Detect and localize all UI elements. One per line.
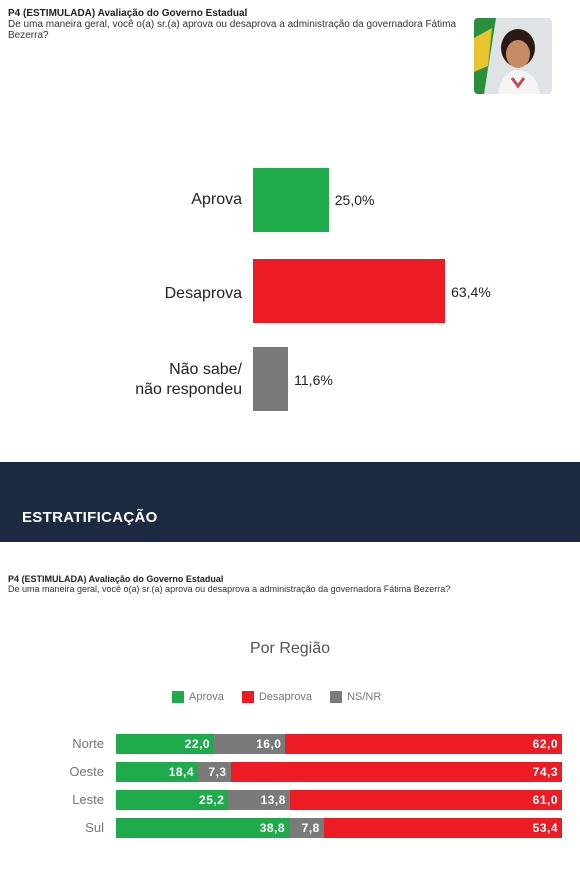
strat-chart-title: Por Região bbox=[249, 640, 331, 657]
row-label-oeste: Oeste bbox=[69, 764, 104, 779]
segment-desaprova-oeste bbox=[230, 762, 562, 782]
section-band: ESTRATIFICAÇÃO bbox=[0, 462, 580, 542]
legend-label-nsnr: NS/NR bbox=[347, 691, 382, 703]
segment-nsnr-leste bbox=[228, 790, 290, 810]
legend-label-desaprova: Desaprova bbox=[258, 691, 313, 703]
bar-aprova bbox=[253, 168, 329, 232]
data-label-nsnr-norte: 16,0 bbox=[256, 737, 282, 751]
governor-photo bbox=[474, 18, 552, 94]
row-label-sul: Sul bbox=[85, 820, 104, 835]
legend-item-aprova: Aprova bbox=[172, 691, 224, 703]
stratification-section: P4 (ESTIMULADA) Avaliação do Governo Est… bbox=[0, 542, 580, 869]
segment-aprova-leste bbox=[116, 790, 229, 810]
tick-label-nsnr-line2: não respondeu bbox=[135, 381, 242, 398]
strat-question-title: P4 (ESTIMULADA) Avaliação do Governo Est… bbox=[8, 574, 224, 584]
strat-legend: Aprova Desaprova NS/NR bbox=[172, 690, 399, 704]
question-text: De uma maneira geral, você o(a) sr.(a) a… bbox=[8, 19, 457, 41]
row-label-norte: Norte bbox=[72, 736, 104, 751]
legend-label-aprova: Aprova bbox=[189, 691, 224, 703]
main-chart-section: P4 (ESTIMULADA) Avaliação do Governo Est… bbox=[0, 8, 580, 430]
band-title: ESTRATIFICAÇÃO bbox=[22, 509, 158, 526]
data-label-aprova-oeste: 18,4 bbox=[168, 765, 195, 779]
tick-label-desaprova: Desaprova bbox=[164, 285, 242, 302]
segment-nsnr-sul bbox=[289, 818, 324, 838]
row-label-leste: Leste bbox=[72, 792, 104, 807]
legend-swatch-aprova bbox=[172, 691, 184, 703]
question-title: P4 (ESTIMULADA) Avaliação do Governo Est… bbox=[8, 8, 248, 19]
data-label-nsnr: 11,6% bbox=[294, 372, 333, 388]
data-label-desaprova-oeste: 74,3 bbox=[532, 765, 558, 779]
segment-aprova-oeste bbox=[116, 762, 199, 782]
strat-question-header: P4 (ESTIMULADA) Avaliação do Governo Est… bbox=[8, 574, 578, 594]
question-header: P4 (ESTIMULADA) Avaliação do Governo Est… bbox=[8, 8, 468, 41]
tick-label-nsnr: Não sabe/ não respondeu bbox=[80, 360, 242, 400]
segment-desaprova-norte bbox=[285, 734, 562, 754]
data-label-aprova-leste: 25,2 bbox=[199, 793, 225, 807]
legend-item-nsnr: NS/NR bbox=[330, 691, 381, 703]
data-label-nsnr-oeste: 7,3 bbox=[208, 765, 227, 779]
data-label-aprova-norte: 22,0 bbox=[184, 737, 211, 751]
data-label-desaprova-leste: 61,0 bbox=[532, 793, 558, 807]
strat-question-text: De uma maneira geral, você o(a) sr.(a) a… bbox=[8, 584, 451, 594]
data-label-desaprova-norte: 62,0 bbox=[532, 737, 558, 751]
bar-nsnr bbox=[253, 347, 289, 411]
tick-label-nsnr-line1: Não sabe/ bbox=[169, 361, 242, 378]
bar-desaprova bbox=[253, 259, 446, 323]
segment-desaprova-sul bbox=[323, 818, 562, 838]
legend-item-desaprova: Desaprova bbox=[241, 691, 313, 703]
data-label-aprova: 25,0% bbox=[334, 192, 375, 208]
segment-aprova-norte bbox=[116, 734, 215, 754]
data-label-nsnr-leste: 13,8 bbox=[260, 793, 286, 807]
segment-desaprova-leste bbox=[289, 790, 562, 810]
data-label-nsnr-sul: 7,8 bbox=[301, 821, 320, 835]
approval-bar-chart: Aprova 25,0% Desaprova 63,4% Não sabe/ n… bbox=[0, 150, 580, 430]
legend-swatch-desaprova bbox=[241, 691, 254, 703]
data-label-aprova-sul: 38,8 bbox=[259, 821, 286, 835]
data-label-desaprova: 63,4% bbox=[451, 284, 491, 300]
data-label-desaprova-sul: 53,4 bbox=[532, 821, 558, 835]
segment-nsnr-oeste bbox=[198, 762, 231, 782]
legend-swatch-nsnr bbox=[330, 691, 343, 703]
segment-aprova-sul bbox=[116, 818, 290, 838]
tick-label-aprova: Aprova bbox=[191, 191, 242, 208]
segment-nsnr-norte bbox=[214, 734, 286, 754]
